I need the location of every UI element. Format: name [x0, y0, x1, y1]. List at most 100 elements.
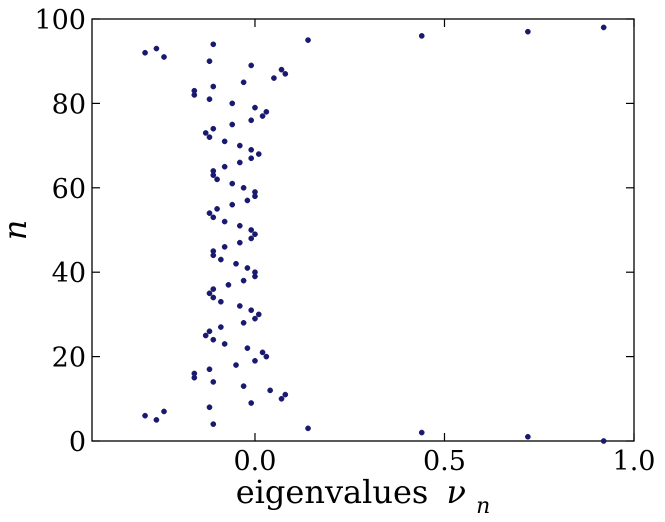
data-point [259, 349, 266, 356]
data-point [240, 277, 247, 284]
data-point [252, 315, 258, 322]
data-point [418, 33, 425, 39]
data-point [229, 100, 236, 107]
data-point [206, 290, 213, 297]
data-point [263, 108, 270, 115]
data-point [161, 408, 167, 415]
data-point [210, 41, 217, 48]
axis-labels: eigenvalues ν n n [0, 220, 490, 519]
data-point [244, 197, 251, 204]
axis-ticks: 0.0 0.5 1.0 0 20 40 60 80 100 [34, 5, 655, 477]
x-axis-label-symbol: ν [446, 473, 465, 511]
data-point [233, 362, 239, 368]
data-point [267, 387, 273, 394]
x-axis-label-subscript: n [476, 494, 490, 519]
data-point [240, 319, 247, 326]
data-point [221, 244, 228, 250]
data-point [252, 269, 258, 276]
data-point [271, 75, 277, 81]
data-point [210, 294, 217, 301]
y-tick-label: 60 [52, 174, 86, 205]
data-point [206, 404, 213, 411]
data-point [236, 142, 243, 149]
data-point [206, 58, 213, 65]
data-point [218, 256, 224, 263]
data-point [229, 201, 236, 208]
y-tick-label: 0 [69, 427, 86, 458]
data-point [206, 366, 213, 373]
data-point [191, 370, 198, 377]
data-point [153, 417, 160, 423]
data-point [248, 227, 255, 233]
y-tick-label: 80 [52, 89, 86, 120]
data-point [418, 429, 425, 436]
data-point [210, 83, 217, 90]
x-tick-label: 1.0 [613, 446, 656, 477]
data-point [221, 163, 228, 170]
data-point [240, 383, 247, 389]
data-point [233, 260, 239, 267]
plot-frame [91, 18, 635, 442]
data-point [210, 286, 217, 292]
data-point [255, 311, 262, 318]
data-point [240, 184, 247, 191]
data-point [210, 214, 217, 221]
data-point [278, 395, 285, 402]
data-point [600, 24, 607, 31]
data-point [236, 159, 243, 166]
x-tick-label: 0.5 [423, 446, 466, 477]
data-point [252, 104, 258, 111]
data-point [252, 189, 258, 195]
data-point [221, 218, 228, 225]
data-point [282, 391, 289, 398]
data-point [202, 332, 209, 339]
data-point [153, 45, 160, 52]
data-point [244, 265, 251, 271]
x-axis-label-text: eigenvalues [236, 473, 429, 511]
data-point [252, 357, 258, 364]
data-point [248, 117, 255, 124]
data-point [525, 28, 531, 35]
x-axis-label: eigenvalues ν n [236, 473, 491, 519]
data-point [210, 379, 217, 385]
x-tick-label: 0.0 [234, 446, 277, 477]
data-point [525, 433, 531, 440]
data-point [259, 113, 266, 119]
data-point [206, 134, 213, 141]
data-point [221, 138, 228, 145]
data-point [255, 151, 262, 157]
data-point [248, 400, 255, 406]
data-point [206, 210, 213, 216]
data-point [210, 248, 217, 254]
data-point [248, 146, 255, 153]
y-tick-label: 40 [52, 258, 86, 289]
data-point [142, 49, 148, 56]
data-point [202, 130, 209, 136]
data-point [305, 37, 311, 43]
data-point [248, 235, 255, 242]
data-point [240, 79, 247, 86]
data-point [210, 125, 217, 132]
plot-area [91, 18, 635, 442]
data-point [142, 412, 148, 419]
data-point [236, 222, 243, 229]
data-point [191, 87, 198, 94]
data-point [161, 54, 167, 60]
data-point [229, 180, 236, 187]
data-point [600, 438, 607, 444]
data-point [252, 231, 258, 238]
data-point [236, 239, 243, 246]
data-point [244, 345, 251, 352]
data-point [214, 206, 220, 212]
data-point [236, 303, 243, 309]
data-point [248, 307, 255, 314]
data-point [225, 282, 232, 288]
data-point [206, 328, 213, 335]
data-point [229, 121, 236, 128]
data-point [210, 421, 217, 427]
data-point [214, 176, 220, 183]
data-point [282, 71, 289, 77]
data-point [278, 66, 285, 73]
data-point [305, 425, 311, 432]
